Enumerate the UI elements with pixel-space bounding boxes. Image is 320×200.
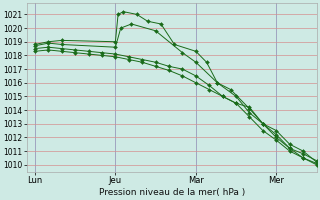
- X-axis label: Pression niveau de la mer( hPa ): Pression niveau de la mer( hPa ): [99, 188, 245, 197]
